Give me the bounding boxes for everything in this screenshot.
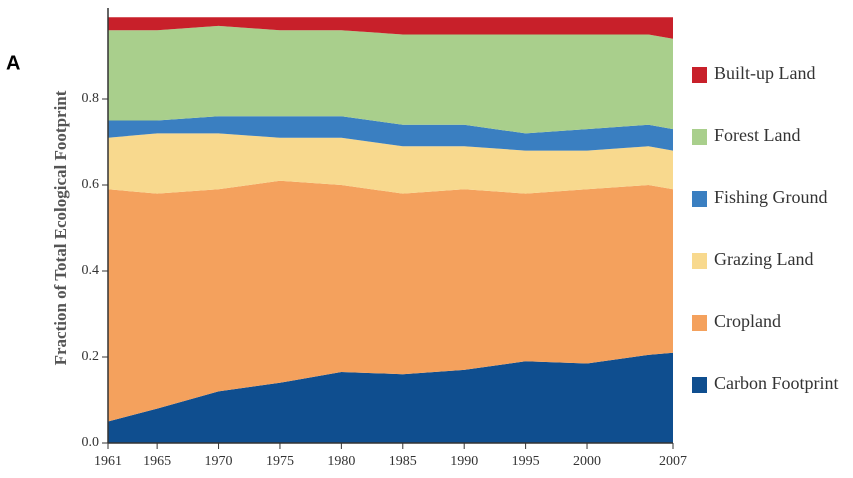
legend-label: Carbon Footprint (714, 373, 839, 393)
x-tick-label: 1985 (389, 454, 417, 469)
x-tick-label: 1980 (327, 454, 355, 469)
legend-label: Cropland (714, 311, 781, 331)
y-tick-label: 0.2 (82, 349, 100, 364)
x-tick-label: 2000 (573, 454, 601, 469)
x-tick-label: 1990 (450, 454, 478, 469)
area (108, 352, 673, 443)
area (108, 133, 673, 194)
x-tick-label: 1961 (94, 454, 122, 469)
legend-swatch (692, 315, 707, 331)
legend-swatch (692, 377, 707, 393)
y-tick-label: 0.4 (82, 263, 100, 278)
legend-swatch (692, 67, 707, 83)
legend-label: Fishing Ground (714, 187, 828, 207)
y-tick-label: 0.6 (82, 177, 100, 192)
area (108, 180, 673, 422)
legend-swatch (692, 253, 707, 269)
panel-label: A (6, 52, 20, 74)
legend-label: Grazing Land (714, 249, 813, 269)
x-tick-label: 1995 (512, 454, 540, 469)
y-tick-label: 0.0 (82, 435, 100, 450)
legend-swatch (692, 191, 707, 207)
legend-swatch (692, 129, 707, 145)
area (108, 116, 673, 151)
x-tick-label: 1975 (266, 454, 294, 469)
legend-label: Forest Land (714, 125, 800, 145)
x-tick-label: 2007 (659, 454, 687, 469)
area (108, 25, 673, 134)
y-tick-label: 0.8 (82, 91, 100, 106)
area (108, 17, 673, 39)
x-tick-label: 1970 (205, 454, 233, 469)
legend-label: Built-up Land (714, 63, 816, 83)
y-axis-label: Fraction of Total Ecological Footprint (51, 90, 70, 365)
x-tick-label: 1965 (143, 454, 171, 469)
